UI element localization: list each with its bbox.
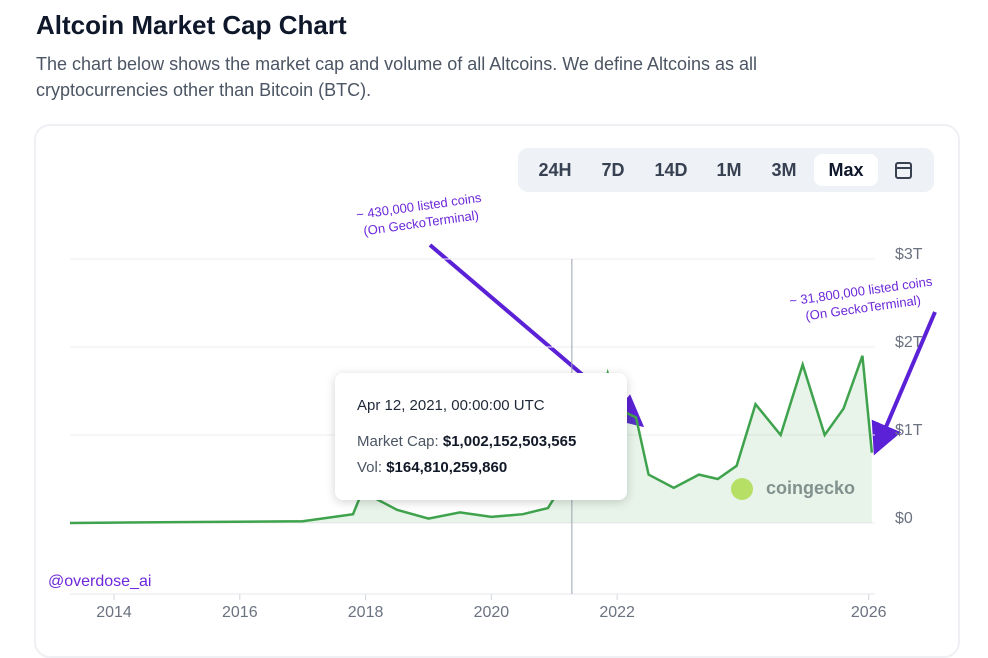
- subtitle: cryptocurrencies other than Bitcoin (BTC…: [36, 80, 372, 100]
- x-tick-label: 2020: [474, 604, 510, 621]
- y-tick-label: $2T: [895, 334, 923, 351]
- logo: coingecko: [766, 478, 855, 498]
- watermark: @overdose_ai: [48, 573, 151, 590]
- value: $1,002,152,503,565: [442, 433, 577, 450]
- x-tick-label: 2018: [348, 604, 384, 621]
- tooltip-row: Vol: $164,810,259,860: [357, 459, 507, 476]
- tooltip: Apr 12, 2021, 00:00:00 UTC Market Cap: $…: [335, 373, 627, 500]
- range-button[interactable]: 14D: [654, 160, 688, 180]
- x-tick-label: 2016: [222, 604, 258, 621]
- area: [70, 355, 872, 523]
- calendar-button[interactable]: [894, 160, 914, 180]
- x-tick-label: 2014: [96, 604, 132, 621]
- x-tick-label: 2026: [851, 604, 887, 621]
- x-tick-label: 2022: [599, 604, 635, 621]
- range-button[interactable]: 3M: [771, 160, 797, 180]
- value: $164,810,259,860: [386, 459, 508, 476]
- label: Vol:: [357, 459, 383, 476]
- y-tick-label: $0: [895, 510, 913, 527]
- logo-icon: [731, 478, 753, 500]
- y-tick-label: $3T: [895, 246, 923, 263]
- range-selector: 24H 7D 14D 1M 3M Max: [518, 148, 934, 192]
- annotation-arrow: [871, 311, 937, 456]
- tooltip-date: Apr 12, 2021, 00:00:00 UTC: [357, 397, 545, 414]
- range-button[interactable]: 7D: [601, 160, 625, 180]
- range-button[interactable]: 24H: [538, 160, 572, 180]
- tooltip-row: Market Cap: $1,002,152,503,565: [357, 433, 576, 450]
- range-button[interactable]: 1M: [716, 160, 742, 180]
- title: Altcoin Market Cap Chart: [36, 10, 347, 40]
- label: Market Cap:: [357, 433, 439, 450]
- subtitle: The chart below shows the market cap and…: [36, 54, 758, 74]
- y-tick-label: $1T: [895, 422, 923, 439]
- range-button[interactable]: Max: [814, 154, 878, 186]
